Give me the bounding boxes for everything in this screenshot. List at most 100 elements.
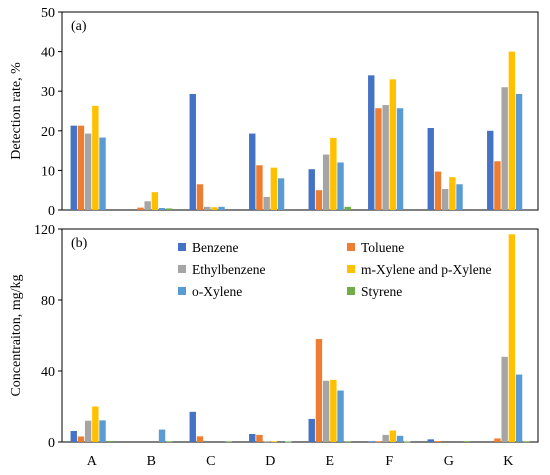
bar-b-K-toluene <box>494 438 501 442</box>
bar-a-K-benzene <box>487 130 494 210</box>
panel-a: 0 10 20 30 40 50 Detection rate, % (a) <box>9 6 539 219</box>
bar-b-D-toluene <box>256 434 263 442</box>
bar-a-B-m-xylene-and-p-xylene <box>151 192 159 210</box>
bar-b-K-styrene <box>523 441 530 443</box>
bar-a-E-ethylbenzene <box>322 154 330 210</box>
x-tick-label: F <box>385 454 393 469</box>
bar-b-C-benzene <box>189 411 196 442</box>
y-tick-label-a: 20 <box>41 125 55 140</box>
bar-b-E-o-xylene <box>337 390 344 442</box>
legend-swatch <box>347 243 355 251</box>
legend-label: o-Xylene <box>192 284 242 299</box>
bar-a-C-toluene <box>196 184 204 210</box>
bar-a-C-o-xylene <box>218 206 225 210</box>
y-tick-label-b: 40 <box>41 365 55 380</box>
x-tick-label: G <box>444 454 454 469</box>
bar-b-K-o-xylene <box>515 374 523 442</box>
bar-b-A-toluene <box>77 436 85 442</box>
bar-a-B-styrene <box>166 208 173 210</box>
bar-a-G-benzene <box>427 128 434 210</box>
bar-b-A-styrene <box>106 440 113 442</box>
bar-a-G-toluene <box>434 171 442 210</box>
bar-a-E-o-xylene <box>337 162 344 210</box>
bar-a-K-o-xylene <box>515 93 523 210</box>
plot-frame-b <box>61 228 539 443</box>
bar-b-F-o-xylene <box>396 435 404 442</box>
bar-a-E-styrene <box>344 206 351 210</box>
bar-b-F-benzene <box>368 441 375 443</box>
bar-b-A-ethylbenzene <box>84 420 92 442</box>
legend-label: Ethylbenzene <box>192 262 265 277</box>
bar-a-D-o-xylene <box>277 178 285 210</box>
bar-b-F-toluene <box>375 441 382 443</box>
bar-a-D-m-xylene-and-p-xylene <box>270 167 278 210</box>
y-tick-label-b: 80 <box>41 294 55 309</box>
bar-a-G-o-xylene <box>456 184 463 210</box>
bar-b-F-ethylbenzene <box>382 434 389 442</box>
bar-b-D-benzene <box>249 434 256 442</box>
y-tick-label-a: 50 <box>41 6 55 21</box>
legend-label: m-Xylene and p-Xylene <box>361 262 491 277</box>
legend-label: Styrene <box>361 284 402 299</box>
bar-b-G-styrene <box>463 441 470 442</box>
bar-b-A-o-xylene <box>99 420 106 442</box>
bar-b-B-styrene <box>166 441 173 443</box>
bar-a-F-m-xylene-and-p-xylene <box>389 79 397 210</box>
bar-b-E-styrene <box>344 441 351 443</box>
bar-b-K-ethylbenzene <box>501 356 508 442</box>
legend-swatch <box>178 243 186 251</box>
x-tick-label: E <box>325 454 334 469</box>
bar-b-G-toluene <box>434 441 442 442</box>
panel-b: 0 40 80 120 Concentraiton, mg/kg (b) Benzene To… <box>9 223 539 451</box>
legend-swatch <box>347 287 355 295</box>
plot-frame-a <box>61 11 539 211</box>
x-tick-label: A <box>87 454 98 469</box>
bar-b-D-ethylbenzene <box>263 441 270 443</box>
bar-a-B-toluene <box>137 207 144 210</box>
panel-label-a: (a) <box>71 19 87 34</box>
bar-a-F-o-xylene <box>396 108 404 210</box>
legend: Benzene Toluene Ethylbenzene m-Xylene and p… <box>178 240 491 299</box>
bar-b-K-m-xylene-and-p-xylene <box>508 234 516 442</box>
x-tick-label: D <box>265 454 275 469</box>
bar-b-E-benzene <box>308 418 315 442</box>
bar-b-A-m-xylene-and-p-xylene <box>92 406 99 442</box>
bar-b-E-m-xylene-and-p-xylene <box>330 379 337 442</box>
legend-swatch <box>347 265 355 273</box>
bar-b-G-benzene <box>427 439 434 442</box>
bar-a-F-ethylbenzene <box>382 105 389 210</box>
y-tick-label-a: 0 <box>48 204 55 219</box>
bar-b-E-ethylbenzene <box>322 380 330 442</box>
bar-a-B-o-xylene <box>158 208 166 210</box>
bar-a-A-m-xylene-and-p-xylene <box>92 105 99 210</box>
bar-a-A-o-xylene <box>99 137 106 210</box>
bar-a-D-toluene <box>256 165 263 210</box>
y-tick-label-a: 40 <box>41 46 55 61</box>
x-tick-label: B <box>147 454 156 469</box>
y-axis-label-b: Concentraiton, mg/kg <box>9 274 24 396</box>
y-tick-label-b: 0 <box>48 436 55 451</box>
bar-a-A-toluene <box>77 125 85 210</box>
bar-a-B-ethylbenzene <box>144 201 151 210</box>
bar-a-C-ethylbenzene <box>203 206 211 210</box>
legend-swatch <box>178 287 186 295</box>
panel-label-b: (b) <box>71 236 88 251</box>
bar-a-A-benzene <box>70 125 77 210</box>
y-tick-label-a: 30 <box>41 85 55 100</box>
bar-a-C-m-xylene-and-p-xylene <box>211 207 218 210</box>
bar-a-E-benzene <box>308 169 315 210</box>
bar-a-D-ethylbenzene <box>263 196 270 210</box>
bar-a-C-benzene <box>189 93 196 210</box>
bar-b-F-m-xylene-and-p-xylene <box>389 430 397 442</box>
bar-a-E-toluene <box>315 190 323 210</box>
bar-b-C-styrene <box>225 441 232 443</box>
bar-a-K-m-xylene-and-p-xylene <box>508 51 516 210</box>
x-tick-label: C <box>206 454 215 469</box>
legend-label: Benzene <box>192 240 238 255</box>
bar-a-A-ethylbenzene <box>84 133 92 210</box>
legend-swatch <box>178 265 186 273</box>
y-tick-label-b: 120 <box>34 223 55 238</box>
